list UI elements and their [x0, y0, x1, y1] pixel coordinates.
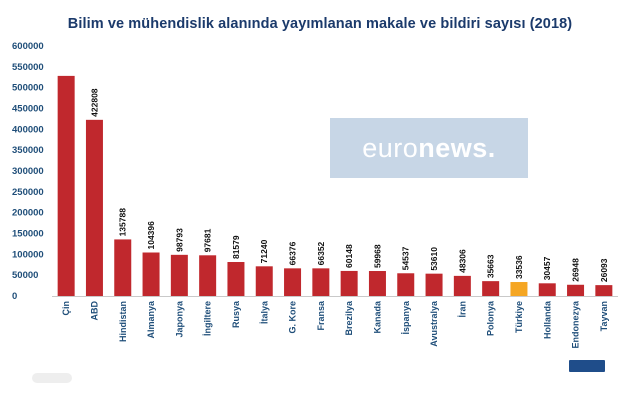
credit-pill	[32, 373, 72, 383]
bar	[453, 275, 471, 296]
y-tick-label: 50000	[12, 270, 38, 281]
x-tick-label: Avustralya	[429, 300, 439, 347]
y-tick-label: 200000	[12, 208, 44, 219]
data-label: 54537	[401, 246, 411, 270]
bar	[199, 255, 217, 296]
y-tick-label: 150000	[12, 229, 44, 240]
x-tick-label: Polonya	[486, 300, 496, 336]
bar	[170, 254, 188, 296]
x-tick-label: Japonya	[174, 300, 184, 338]
y-tick-label: 600000	[12, 41, 44, 52]
euronews-logo: euronews.	[362, 132, 496, 163]
bar	[227, 262, 245, 296]
x-tick-label: İtalya	[259, 300, 269, 324]
y-tick-label: 400000	[12, 124, 44, 135]
bar	[142, 252, 160, 296]
x-tick-label: Hindistan	[118, 301, 128, 342]
bars	[57, 75, 613, 297]
y-tick-label: 100000	[12, 249, 44, 260]
bar	[510, 282, 528, 296]
bar	[340, 270, 358, 296]
x-tick-label: Brezilya	[344, 300, 354, 336]
y-tick-label: 300000	[12, 166, 44, 177]
data-label: 59968	[372, 244, 382, 268]
x-tick-label: İspanya	[401, 300, 411, 335]
y-tick-label: 0	[12, 291, 17, 302]
data-label: 422808	[89, 88, 99, 117]
data-label: 26948	[571, 258, 581, 282]
data-label: 66352	[316, 241, 326, 265]
bar	[425, 273, 443, 296]
data-label: 26093	[599, 258, 609, 282]
bar	[397, 273, 415, 296]
data-label: 97681	[203, 228, 213, 252]
euronews-corner-logo	[569, 360, 605, 372]
y-tick-label: 450000	[12, 104, 44, 115]
bar	[284, 268, 302, 296]
x-tick-label: Çin	[61, 301, 71, 316]
x-tick-label: G. Kore	[288, 301, 298, 334]
x-tick-label: İran	[457, 301, 467, 318]
x-tick-label: Rusya	[231, 300, 241, 328]
data-label: 53610	[429, 247, 439, 271]
y-tick-label: 350000	[12, 145, 44, 156]
x-tick-label: Endonezya	[571, 300, 581, 349]
data-label: 71240	[259, 239, 269, 263]
data-label: 135788	[118, 208, 128, 237]
euronews-watermark: euronews.	[330, 118, 528, 178]
data-labels: 422808 135788 104396 98793 97681 81579 71240 66…	[89, 88, 608, 282]
x-tick-label: Fransa	[316, 300, 326, 331]
data-label: 35663	[486, 254, 496, 278]
bar	[595, 285, 613, 296]
x-tick-label: Türkiye	[514, 301, 524, 333]
bar	[85, 119, 103, 296]
data-label: 60148	[344, 244, 354, 268]
y-tick-label: 500000	[12, 83, 44, 94]
y-axis-ticks: 0 50000 100000 150000 200000 250000 300000 3500…	[12, 41, 44, 302]
data-label: 30457	[542, 256, 552, 280]
bar	[312, 268, 330, 296]
x-tick-label: Almanya	[146, 300, 156, 339]
x-tick-label: Tayvan	[599, 301, 609, 331]
y-tick-label: 550000	[12, 62, 44, 73]
bar	[57, 75, 75, 297]
x-tick-label: ABD	[89, 301, 99, 321]
bar	[114, 239, 132, 296]
data-label: 48306	[457, 249, 467, 273]
data-label: 66376	[288, 241, 298, 265]
bar	[538, 283, 556, 296]
bar	[368, 271, 386, 296]
bar	[255, 266, 273, 296]
data-label: 81579	[231, 235, 241, 259]
data-label: 104396	[146, 221, 156, 250]
x-tick-label: Kanada	[372, 300, 382, 334]
bar	[482, 281, 500, 296]
data-label: 33536	[514, 255, 524, 279]
y-tick-label: 250000	[12, 187, 44, 198]
data-label: 98793	[174, 228, 184, 252]
bar	[567, 284, 585, 296]
x-tick-label: Hollanda	[542, 300, 552, 339]
x-tick-label: İngiltere	[203, 301, 213, 336]
chart-title: Bilim ve mühendislik alanında yayımlanan…	[67, 16, 573, 32]
x-axis-ticks: Çin ABD Hindistan Almanya Japonya İngiltere Ru…	[61, 300, 609, 349]
